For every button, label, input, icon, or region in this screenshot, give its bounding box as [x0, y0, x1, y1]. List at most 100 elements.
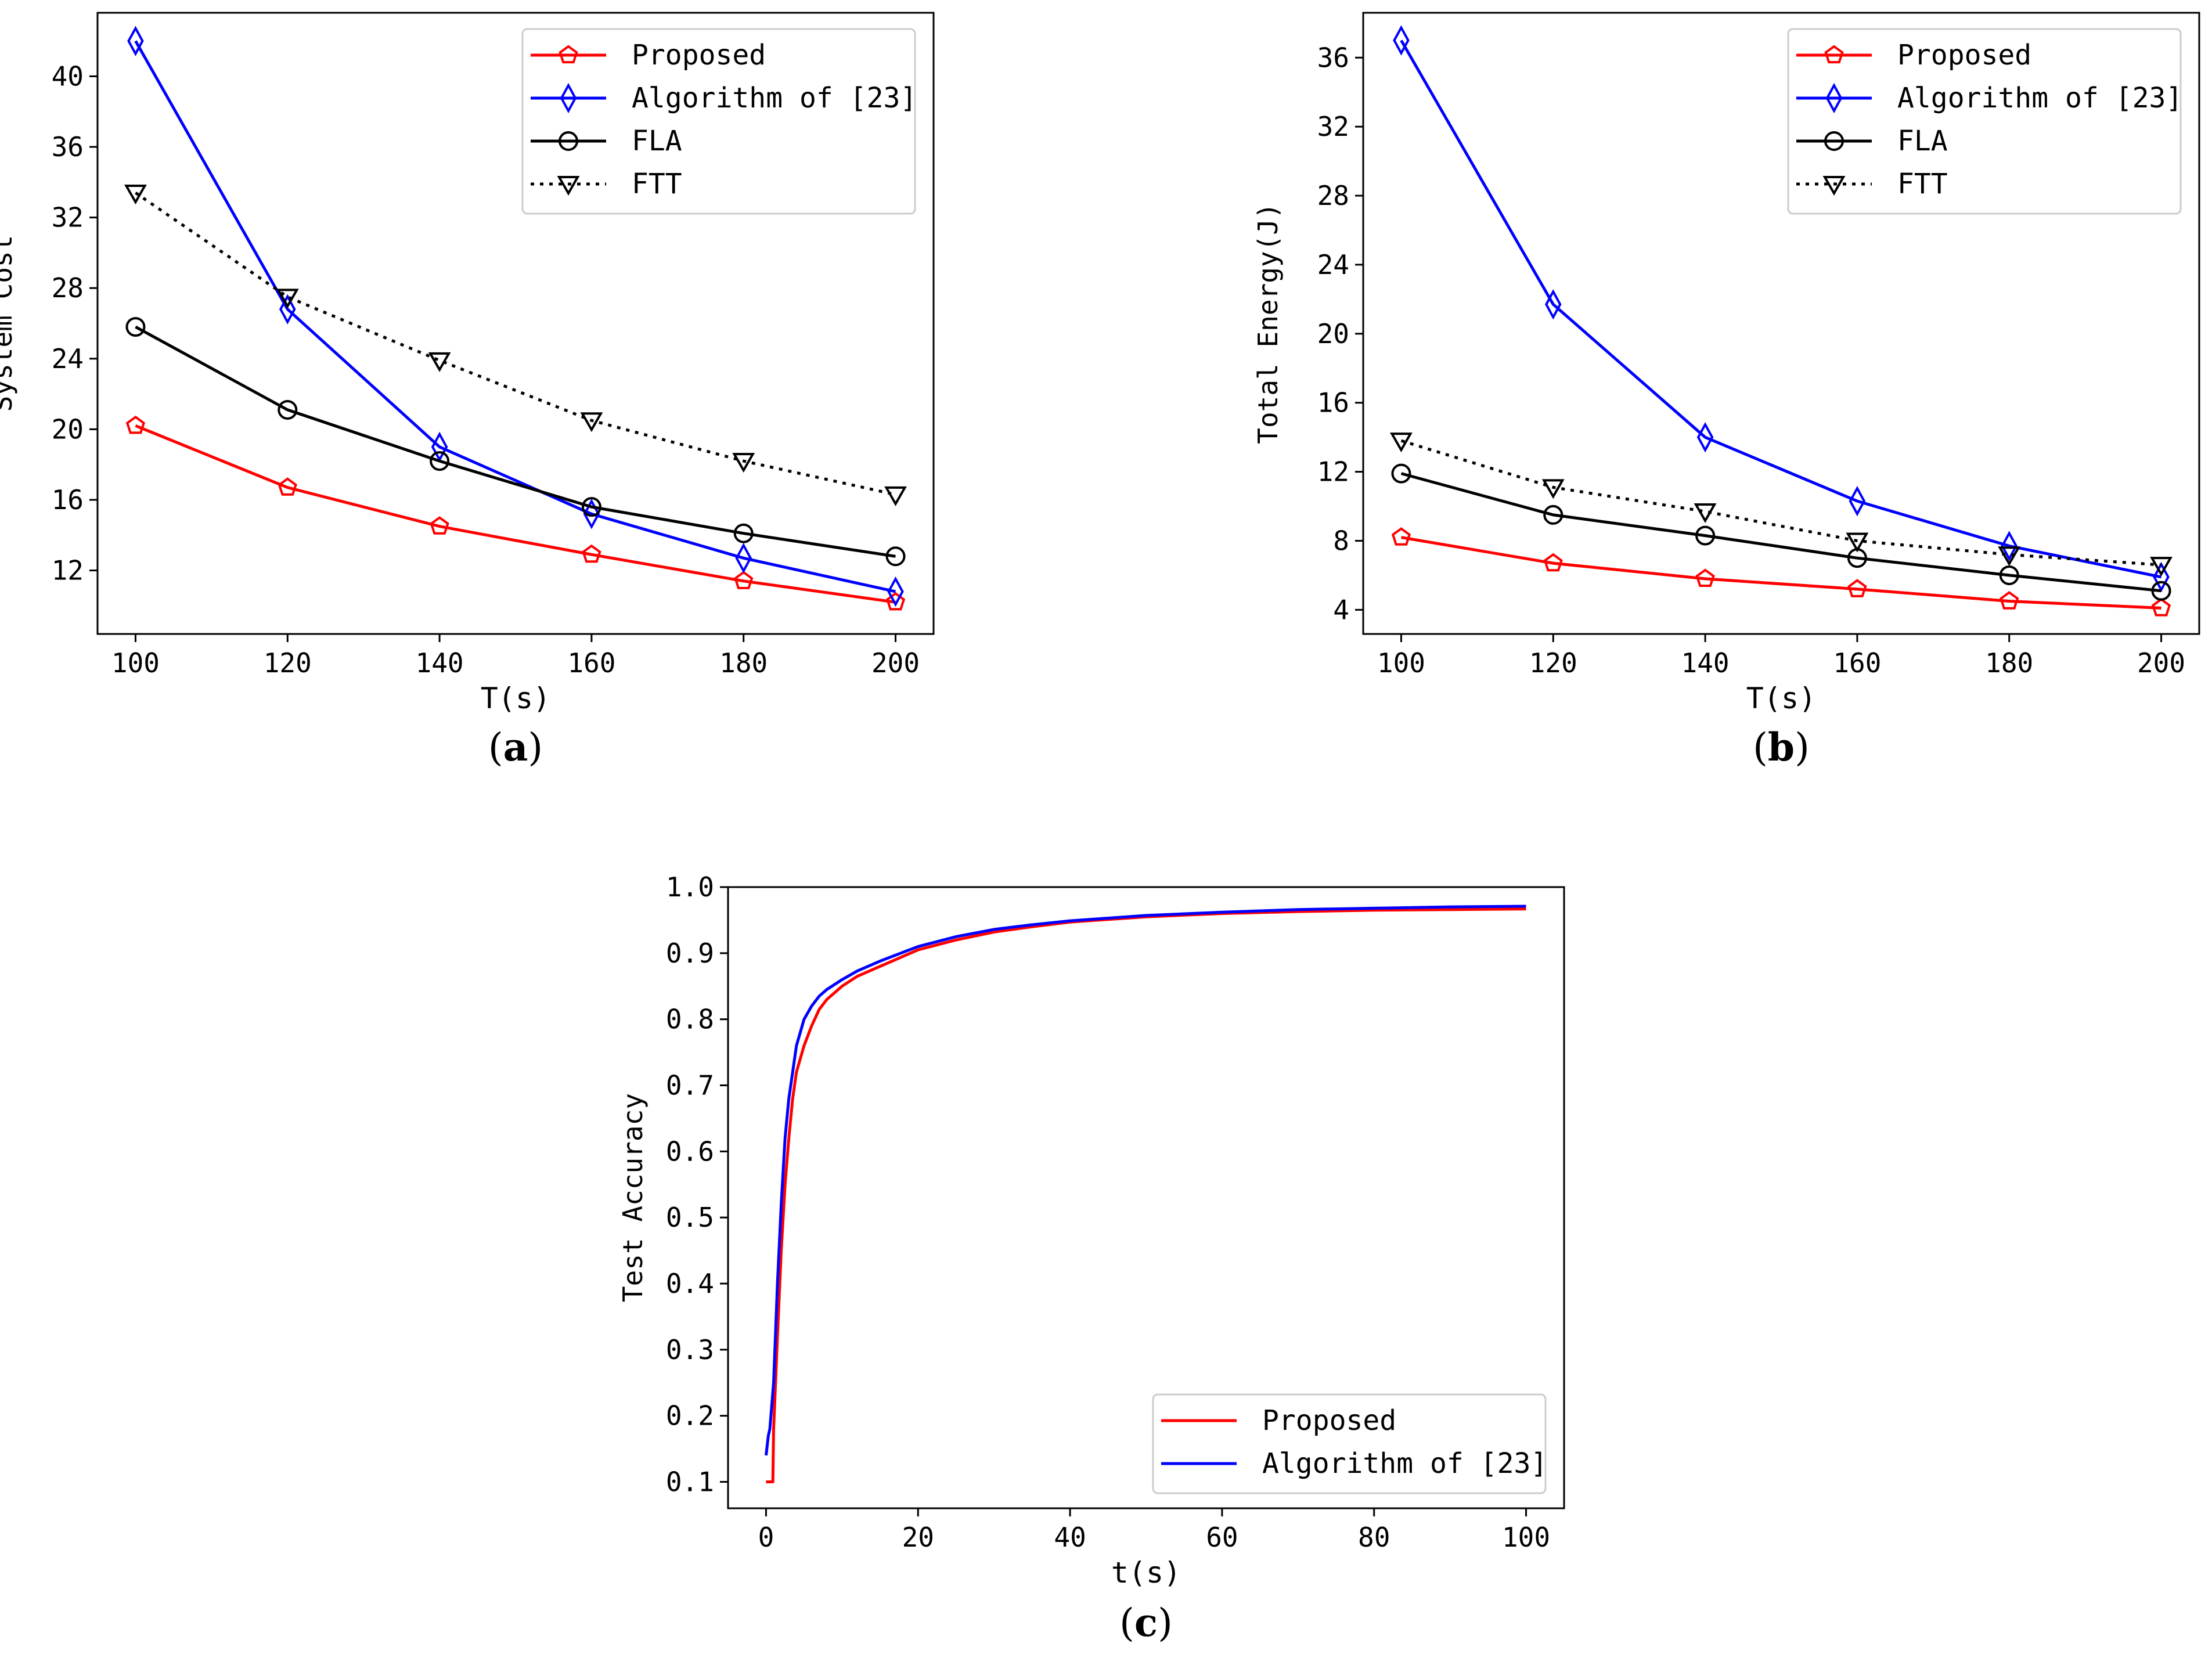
data-point-ftt — [276, 289, 299, 309]
x-tick-label: 180 — [719, 647, 768, 679]
data-point-fla — [1543, 505, 1563, 525]
data-point-proposed — [125, 415, 146, 434]
data-point-ftt — [732, 453, 755, 473]
legend-marker-proposed — [1824, 45, 1844, 64]
plot-frame — [1362, 12, 2200, 635]
plot-frame — [727, 886, 1565, 1509]
data-point-algorithm-of-23 — [1696, 421, 1714, 453]
caption-letter: a — [503, 725, 528, 770]
caption-letter: b — [1768, 725, 1795, 770]
x-tick-label: 200 — [2137, 647, 2185, 679]
caption-close-paren: ) — [1795, 725, 1810, 770]
data-point-proposed — [1391, 527, 1411, 546]
caption-letter: c — [1134, 1600, 1158, 1645]
series-line-proposed — [1401, 536, 2161, 610]
x-tick-label: 140 — [416, 647, 464, 679]
y-tick-label: 4 — [1333, 594, 1349, 625]
y-tick-label: 28 — [1317, 180, 1349, 211]
x-tick-label: 200 — [871, 647, 920, 679]
y-axis-label: Total Energy(J) — [1252, 203, 1284, 444]
data-point-ftt — [1998, 546, 2021, 567]
caption-open-paren: ( — [1753, 725, 1768, 770]
legend-marker-ftt — [557, 176, 580, 196]
data-point-fla — [2151, 581, 2171, 601]
data-point-algorithm-of-23 — [887, 576, 904, 607]
series-line-fla — [1400, 472, 2161, 593]
y-tick-label: 20 — [1317, 318, 1349, 349]
data-point-proposed — [2000, 591, 2019, 610]
x-tick-label: 100 — [111, 647, 160, 679]
legend-marker-proposed — [559, 45, 578, 64]
y-tick-label: 0.7 — [666, 1069, 714, 1101]
caption-open-paren: ( — [1119, 1601, 1134, 1645]
legend-marker-algorithm-of-23 — [1825, 82, 1843, 114]
chart-a: 100 120 140 160 180 200 12 16 20 24 28 32 36 40 T(s) Sy… — [0, 12, 935, 770]
data-point-fla — [125, 317, 146, 337]
figure-caption: (c) — [1119, 1600, 1173, 1645]
data-point-proposed — [734, 571, 754, 589]
legend-label-algorithm-of-23: Algorithm of [23] — [632, 82, 917, 114]
legend-marker-fla — [1824, 131, 1844, 151]
data-point-fla — [430, 451, 450, 471]
x-tick-label: 180 — [1985, 647, 2033, 679]
y-tick-label: 24 — [52, 343, 84, 374]
series-line-algorithm-of-23 — [134, 40, 896, 593]
y-tick-label: 0.2 — [666, 1400, 714, 1432]
y-tick-label: 32 — [52, 202, 84, 233]
y-tick-label: 0.3 — [666, 1334, 714, 1365]
data-point-ftt — [1846, 532, 1869, 553]
data-point-algorithm-of-23 — [1849, 485, 1866, 517]
legend-label-proposed: Proposed — [1262, 1404, 1396, 1437]
data-point-algorithm-of-23 — [2001, 531, 2018, 561]
y-tick-label: 20 — [52, 413, 84, 445]
x-tick-label: 80 — [1358, 1522, 1390, 1553]
legend-label-algorithm-of-23: Algorithm of [23] — [1897, 82, 2182, 114]
chart-b: 100 120 140 160 180 200 4 8 12 16 20 24 28 32 36 T(s) To… — [1252, 12, 2200, 770]
legend-label-algorithm-of-23: Algorithm of [23] — [1262, 1447, 1547, 1480]
y-tick-label: 8 — [1333, 525, 1349, 557]
data-point-algorithm-of-23 — [1393, 25, 1410, 56]
figure-caption: (a) — [488, 725, 543, 770]
series-line-ftt — [1400, 439, 2161, 567]
y-tick-label: 16 — [52, 484, 84, 516]
data-point-fla — [1391, 463, 1411, 484]
data-point-fla — [1695, 525, 1716, 546]
data-point-proposed — [1847, 579, 1867, 597]
data-point-fla — [278, 399, 298, 420]
legend-box — [1787, 28, 2182, 215]
x-tick-label: 120 — [264, 647, 312, 679]
series-line-ftt — [135, 192, 896, 496]
data-point-ftt — [884, 486, 907, 506]
data-point-algorithm-of-23 — [127, 26, 144, 56]
legend-label-proposed: Proposed — [1897, 39, 2031, 71]
data-point-proposed — [582, 544, 601, 563]
x-tick-label: 160 — [1833, 647, 1881, 679]
legend-label-proposed: Proposed — [632, 39, 766, 71]
x-tick-label: 160 — [567, 647, 615, 679]
y-axis-label: Test Accuracy — [617, 1093, 649, 1302]
y-tick-label: 40 — [52, 60, 84, 92]
data-point-ftt — [1541, 479, 1565, 499]
data-point-ftt — [2150, 557, 2173, 577]
data-point-ftt — [124, 185, 147, 205]
x-tick-label: 20 — [902, 1522, 934, 1553]
legend-label-fla: FLA — [1897, 125, 1948, 157]
x-tick-label: 120 — [1529, 647, 1577, 679]
x-tick-label: 100 — [1377, 647, 1425, 679]
data-point-fla — [885, 546, 906, 567]
data-point-proposed — [2151, 597, 2171, 617]
x-tick-label: 140 — [1681, 647, 1730, 679]
series-line-proposed — [135, 424, 896, 604]
data-point-fla — [733, 523, 754, 543]
x-tick-label: 100 — [1502, 1522, 1550, 1553]
data-point-algorithm-of-23 — [735, 543, 752, 574]
data-point-algorithm-of-23 — [583, 499, 600, 529]
data-point-fla — [1999, 565, 2019, 585]
data-point-ftt — [1390, 433, 1413, 453]
caption-close-paren: ) — [528, 725, 543, 770]
data-point-ftt — [580, 412, 603, 433]
data-point-proposed — [430, 516, 449, 535]
x-tick-label: 40 — [1054, 1522, 1086, 1553]
y-tick-label: 12 — [52, 555, 84, 586]
chart-c: 0 20 40 60 80 100 0.1 0.2 0.3 0.4 0.5 0.6 0.7 0.8 0.9 1… — [617, 871, 1565, 1645]
